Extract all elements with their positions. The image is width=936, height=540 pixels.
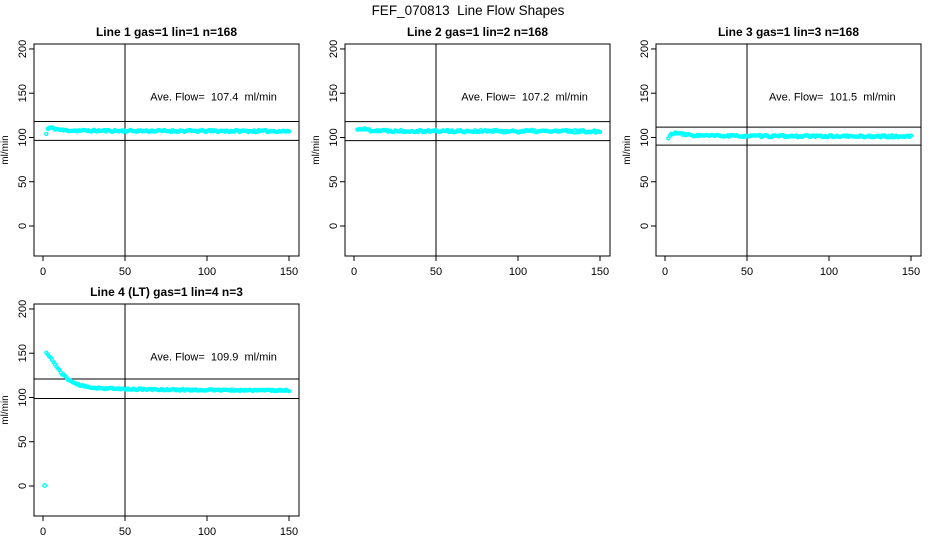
x-tick-label: 50 (119, 266, 131, 278)
panel-title: Line 4 (LT) gas=1 lin=4 n=3 (90, 285, 243, 299)
x-tick-label: 100 (509, 266, 527, 278)
y-tick-label: 100 (639, 128, 651, 146)
x-tick-label: 150 (280, 266, 298, 278)
panel-1: 0 50 100 150 0 50 100 150 200 Line 1 gas=1 lin=1 … (0, 25, 300, 278)
y-tick-label: 50 (639, 176, 651, 188)
ave-flow-annotation: Ave. Flow= 107.4 ml/min (150, 92, 277, 104)
x-tick-label: 0 (351, 266, 357, 278)
x-tick-label: 100 (820, 266, 838, 278)
data-point (286, 388, 292, 394)
x-tick-label: 0 (662, 266, 668, 278)
y-tick-label: 200 (328, 40, 340, 58)
data-point (44, 131, 49, 137)
y-tick-label: 0 (17, 223, 29, 229)
x-tick-label: 50 (430, 266, 442, 278)
y-tick-label: 0 (328, 223, 340, 229)
data-series (42, 350, 292, 489)
data-series (44, 125, 292, 137)
y-tick-label: 0 (17, 483, 29, 489)
y-tick-label: 150 (17, 84, 29, 102)
main-title: FEF_070813 Line Flow Shapes (371, 3, 565, 18)
plot-box (33, 303, 300, 517)
panel-title: Line 2 gas=1 lin=2 n=168 (407, 25, 548, 39)
y-tick-label: 50 (328, 176, 340, 188)
y-axis-label: ml/min (622, 135, 633, 164)
y-tick-label: 150 (17, 344, 29, 362)
y-tick-label: 50 (17, 436, 29, 448)
ave-flow-annotation: Ave. Flow= 109.9 ml/min (150, 352, 277, 364)
x-tick-label: 0 (40, 266, 46, 278)
y-tick-label: 100 (17, 388, 29, 406)
y-tick-label: 200 (17, 40, 29, 58)
y-axis-label: ml/min (311, 135, 322, 164)
x-tick-label: 50 (119, 526, 131, 538)
y-tick-label: 0 (639, 223, 651, 229)
y-tick-label: 50 (17, 176, 29, 188)
x-tick-label: 50 (741, 266, 753, 278)
x-tick-label: 0 (40, 526, 46, 538)
y-tick-label: 150 (639, 84, 651, 102)
panel-2: 0 50 100 150 0 50 100 150 200 Line 2 gas=1 lin=2 … (311, 25, 611, 278)
panel-title: Line 3 gas=1 lin=3 n=168 (718, 25, 859, 39)
data-series (355, 126, 603, 135)
outlier-point (42, 483, 48, 489)
y-axis-label: ml/min (0, 395, 11, 424)
plot-box (655, 43, 922, 257)
panel-3: 0 50 100 150 0 50 100 150 200 Line 3 gas=1 lin=3 … (622, 25, 922, 278)
x-tick-label: 100 (198, 266, 216, 278)
y-tick-label: 150 (328, 84, 340, 102)
plot-box (33, 43, 300, 257)
data-point (286, 129, 292, 134)
data-point (597, 129, 603, 135)
y-axis-label: ml/min (0, 135, 11, 164)
x-tick-label: 100 (198, 526, 216, 538)
x-tick-label: 150 (591, 266, 609, 278)
y-tick-label: 200 (639, 40, 651, 58)
y-tick-label: 100 (328, 128, 340, 146)
ave-flow-annotation: Ave. Flow= 101.5 ml/min (769, 92, 896, 104)
y-tick-label: 100 (17, 128, 29, 146)
data-series (666, 130, 914, 141)
x-tick-label: 150 (902, 266, 920, 278)
data-point (908, 133, 914, 138)
panel-title: Line 1 gas=1 lin=1 n=168 (96, 25, 237, 39)
y-tick-label: 200 (17, 300, 29, 318)
x-tick-label: 150 (280, 526, 298, 538)
ave-flow-annotation: Ave. Flow= 107.2 ml/min (461, 92, 588, 104)
panel-4: 0 50 100 150 0 50 100 150 200 Line 4 (LT) gas=1 l… (0, 285, 300, 538)
plot-box (344, 43, 611, 257)
